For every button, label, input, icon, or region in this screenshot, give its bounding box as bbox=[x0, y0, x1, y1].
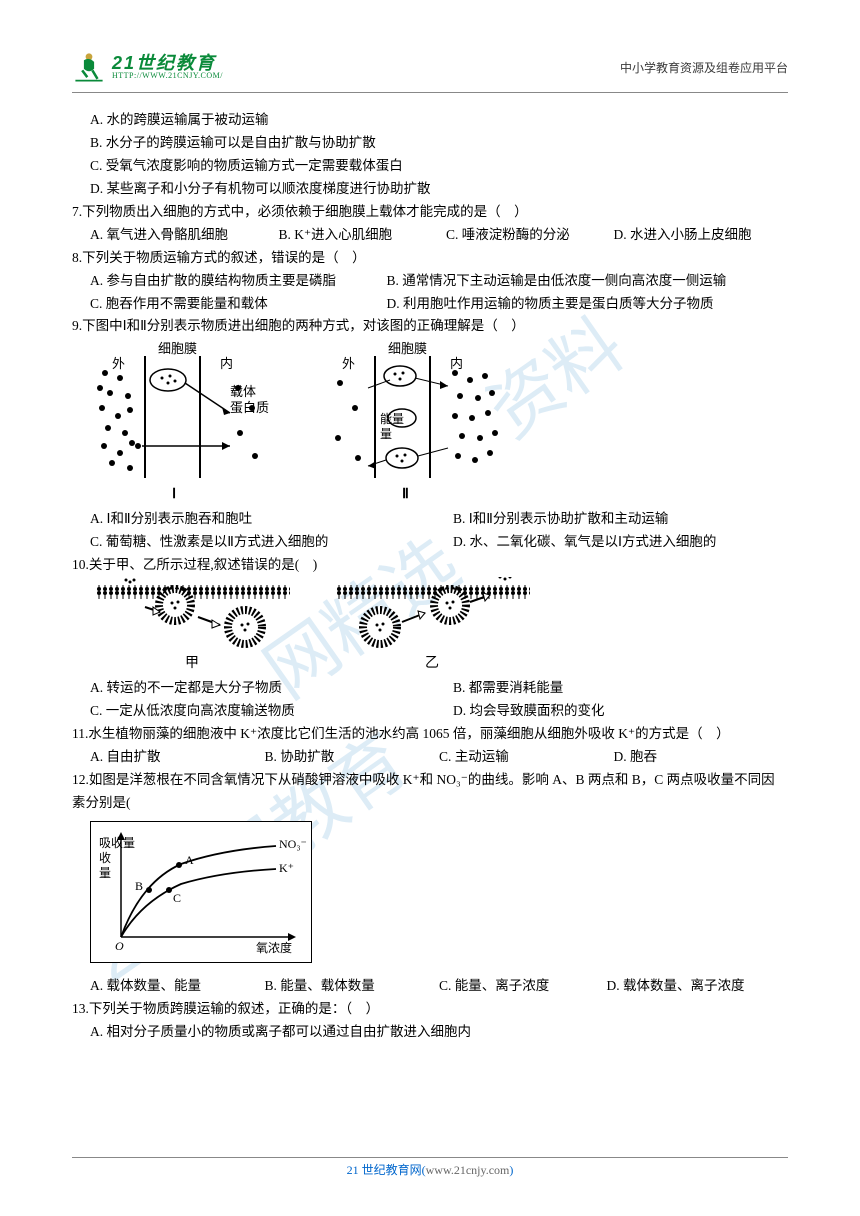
svg-text:C: C bbox=[173, 891, 181, 905]
option-a: A. 水的跨膜运输属于被动运输 bbox=[72, 109, 788, 132]
svg-text:NO₃⁻: NO₃⁻ bbox=[279, 837, 307, 851]
svg-text:氧浓度: 氧浓度 bbox=[256, 940, 292, 955]
q7-opt-b: B. K⁺进入心肌细胞 bbox=[278, 224, 446, 247]
q9-opt-b: B. Ⅰ和Ⅱ分别表示协助扩散和主动运输 bbox=[453, 508, 788, 531]
svg-text:细胞膜: 细胞膜 bbox=[388, 341, 427, 356]
svg-text:A: A bbox=[185, 853, 194, 867]
svg-text:细胞膜: 细胞膜 bbox=[158, 341, 197, 356]
q11-opt-d: D. 胞吞 bbox=[614, 746, 789, 769]
q12-stem: 12.如图是洋葱根在不同含氧情况下从硝酸钾溶液中吸收 K⁺和 NO₃⁻的曲线。影… bbox=[72, 769, 788, 815]
logo-en-text: HTTP://WWW.21CNJY.COM/ bbox=[112, 72, 223, 80]
svg-text:蛋白质: 蛋白质 bbox=[230, 400, 269, 415]
svg-text:收: 收 bbox=[99, 851, 111, 865]
svg-text:Ⅰ: Ⅰ bbox=[172, 487, 176, 502]
q12-options: A. 载体数量、能量 B. 能量、载体数量 C. 能量、离子浓度 D. 载体数量… bbox=[72, 975, 788, 998]
q10-opt-d: D. 均会导致膜面积的变化 bbox=[453, 700, 788, 723]
q12-chart-box: 吸收量 收 量 氧浓度 O NO₃⁻ K⁺ A B C bbox=[90, 821, 312, 963]
svg-text:O: O bbox=[115, 939, 124, 953]
svg-text:Ⅱ: Ⅱ bbox=[402, 487, 409, 502]
q7-opt-d: D. 水进入小肠上皮细胞 bbox=[613, 224, 788, 247]
footer-divider bbox=[72, 1157, 788, 1158]
q12-chart: 吸收量 收 量 氧浓度 O NO₃⁻ K⁺ A B C bbox=[91, 822, 311, 962]
q7-opt-c: C. 唾液淀粉酶的分泌 bbox=[446, 224, 614, 247]
q8-row1: A. 参与自由扩散的膜结构物质主要是磷脂 B. 通常情况下主动运输是由低浓度一侧… bbox=[72, 270, 788, 293]
q12-opt-c: C. 能量、离子浓度 bbox=[439, 975, 607, 998]
footer-url: www.21cnjy.com bbox=[426, 1163, 510, 1177]
svg-text:吸收量: 吸收量 bbox=[99, 836, 135, 850]
q7-stem: 7.下列物质出入细胞的方式中，必须依赖于细胞膜上载体才能完成的是（ ） bbox=[72, 201, 788, 224]
svg-text:载体: 载体 bbox=[230, 384, 256, 399]
footer-prefix: 21 世纪教育网( bbox=[347, 1163, 426, 1177]
q7-opt-a: A. 氧气进入骨骼肌细胞 bbox=[90, 224, 278, 247]
svg-text:甲: 甲 bbox=[185, 656, 199, 671]
q10-options: A. 转运的不一定都是大分子物质 B. 都需要消耗能量 C. 一定从低浓度向高浓… bbox=[72, 677, 788, 723]
option-b: B. 水分子的跨膜运输可以是自由扩散与协助扩散 bbox=[72, 132, 788, 155]
q13-stem: 13.下列关于物质跨膜运输的叙述，正确的是：（ ） bbox=[72, 998, 788, 1021]
q7-options: A. 氧气进入骨骼肌细胞 B. K⁺进入心肌细胞 C. 唾液淀粉酶的分泌 D. … bbox=[72, 224, 788, 247]
svg-text:量: 量 bbox=[99, 866, 111, 880]
document-body: A. 水的跨膜运输属于被动运输 B. 水分子的跨膜运输可以是自由扩散与协助扩散 … bbox=[0, 109, 860, 1044]
q8-stem: 8.下列关于物质运输方式的叙述，错误的是（ ） bbox=[72, 247, 788, 270]
logo-cn-text: 21世纪教育 bbox=[112, 54, 223, 72]
q10-opt-a: A. 转运的不一定都是大分子物质 bbox=[90, 677, 453, 700]
q11-opt-c: C. 主动运输 bbox=[439, 746, 614, 769]
logo-icon bbox=[72, 50, 106, 84]
q9-options: A. Ⅰ和Ⅱ分别表示胞吞和胞吐 B. Ⅰ和Ⅱ分别表示协助扩散和主动运输 C. 葡… bbox=[72, 508, 788, 554]
q10-opt-c: C. 一定从低浓度向高浓度输送物质 bbox=[90, 700, 453, 723]
svg-text:K⁺: K⁺ bbox=[279, 861, 294, 875]
header-divider bbox=[72, 92, 788, 93]
q8-opt-d: D. 利用胞吐作用运输的物质主要是蛋白质等大分子物质 bbox=[387, 296, 714, 311]
q9-opt-c: C. 葡萄糖、性激素是以Ⅱ方式进入细胞的 bbox=[90, 531, 453, 554]
q11-opt-a: A. 自由扩散 bbox=[90, 746, 265, 769]
header-subtitle: 中小学教育资源及组卷应用平台 bbox=[620, 59, 788, 76]
q8-opt-c: C. 胞吞作用不需要能量和载体 bbox=[90, 293, 383, 316]
q9-diagram: 外 细胞膜 内 载体 蛋白质 Ⅰ 外 细胞膜 内 bbox=[90, 338, 520, 508]
q12-opt-b: B. 能量、载体数量 bbox=[265, 975, 440, 998]
page-footer: 21 世纪教育网(www.21cnjy.com) bbox=[0, 1161, 860, 1178]
svg-text:外: 外 bbox=[342, 356, 355, 371]
option-c: C. 受氧气浓度影响的物质运输方式一定需要载体蛋白 bbox=[72, 155, 788, 178]
q13-opt-a: A. 相对分子质量小的物质或离子都可以通过自由扩散进入细胞内 bbox=[72, 1021, 788, 1044]
svg-text:量: 量 bbox=[380, 427, 392, 441]
svg-text:能量: 能量 bbox=[380, 412, 404, 426]
q11-opt-b: B. 协助扩散 bbox=[265, 746, 440, 769]
q12-opt-d: D. 载体数量、离子浓度 bbox=[607, 975, 788, 998]
q9-stem: 9.下图中Ⅰ和Ⅱ分别表示物质进出细胞的两种方式，对该图的正确理解是（ ） bbox=[72, 315, 788, 338]
svg-text:乙: 乙 bbox=[425, 655, 439, 671]
q8-row2: C. 胞吞作用不需要能量和载体 D. 利用胞吐作用运输的物质主要是蛋白质等大分子… bbox=[72, 293, 788, 316]
q10-diagram: 甲 乙 bbox=[90, 577, 540, 677]
svg-text:内: 内 bbox=[450, 356, 463, 371]
q11-options: A. 自由扩散 B. 协助扩散 C. 主动运输 D. 胞吞 bbox=[72, 746, 788, 769]
page-header: 21世纪教育 HTTP://WWW.21CNJY.COM/ 中小学教育资源及组卷… bbox=[0, 0, 860, 92]
option-d: D. 某些离子和小分子有机物可以顺浓度梯度进行协助扩散 bbox=[72, 178, 788, 201]
q8-opt-b: B. 通常情况下主动运输是由低浓度一侧向高浓度一侧运输 bbox=[387, 273, 727, 288]
q10-opt-b: B. 都需要消耗能量 bbox=[453, 677, 788, 700]
logo-block: 21世纪教育 HTTP://WWW.21CNJY.COM/ bbox=[72, 50, 223, 84]
svg-text:B: B bbox=[135, 879, 143, 893]
footer-suffix: ) bbox=[509, 1163, 513, 1177]
svg-text:内: 内 bbox=[220, 356, 233, 371]
q9-opt-d: D. 水、二氧化碳、氧气是以Ⅰ方式进入细胞的 bbox=[453, 531, 788, 554]
q8-opt-a: A. 参与自由扩散的膜结构物质主要是磷脂 bbox=[90, 270, 383, 293]
q9-opt-a: A. Ⅰ和Ⅱ分别表示胞吞和胞吐 bbox=[90, 508, 453, 531]
q10-stem: 10.关于甲、乙所示过程,叙述错误的是( ) bbox=[72, 554, 788, 577]
svg-text:外: 外 bbox=[112, 356, 125, 371]
q12-opt-a: A. 载体数量、能量 bbox=[90, 975, 265, 998]
q11-stem: 11.水生植物丽藻的细胞液中 K⁺浓度比它们生活的池水约高 1065 倍，丽藻细… bbox=[72, 723, 788, 746]
